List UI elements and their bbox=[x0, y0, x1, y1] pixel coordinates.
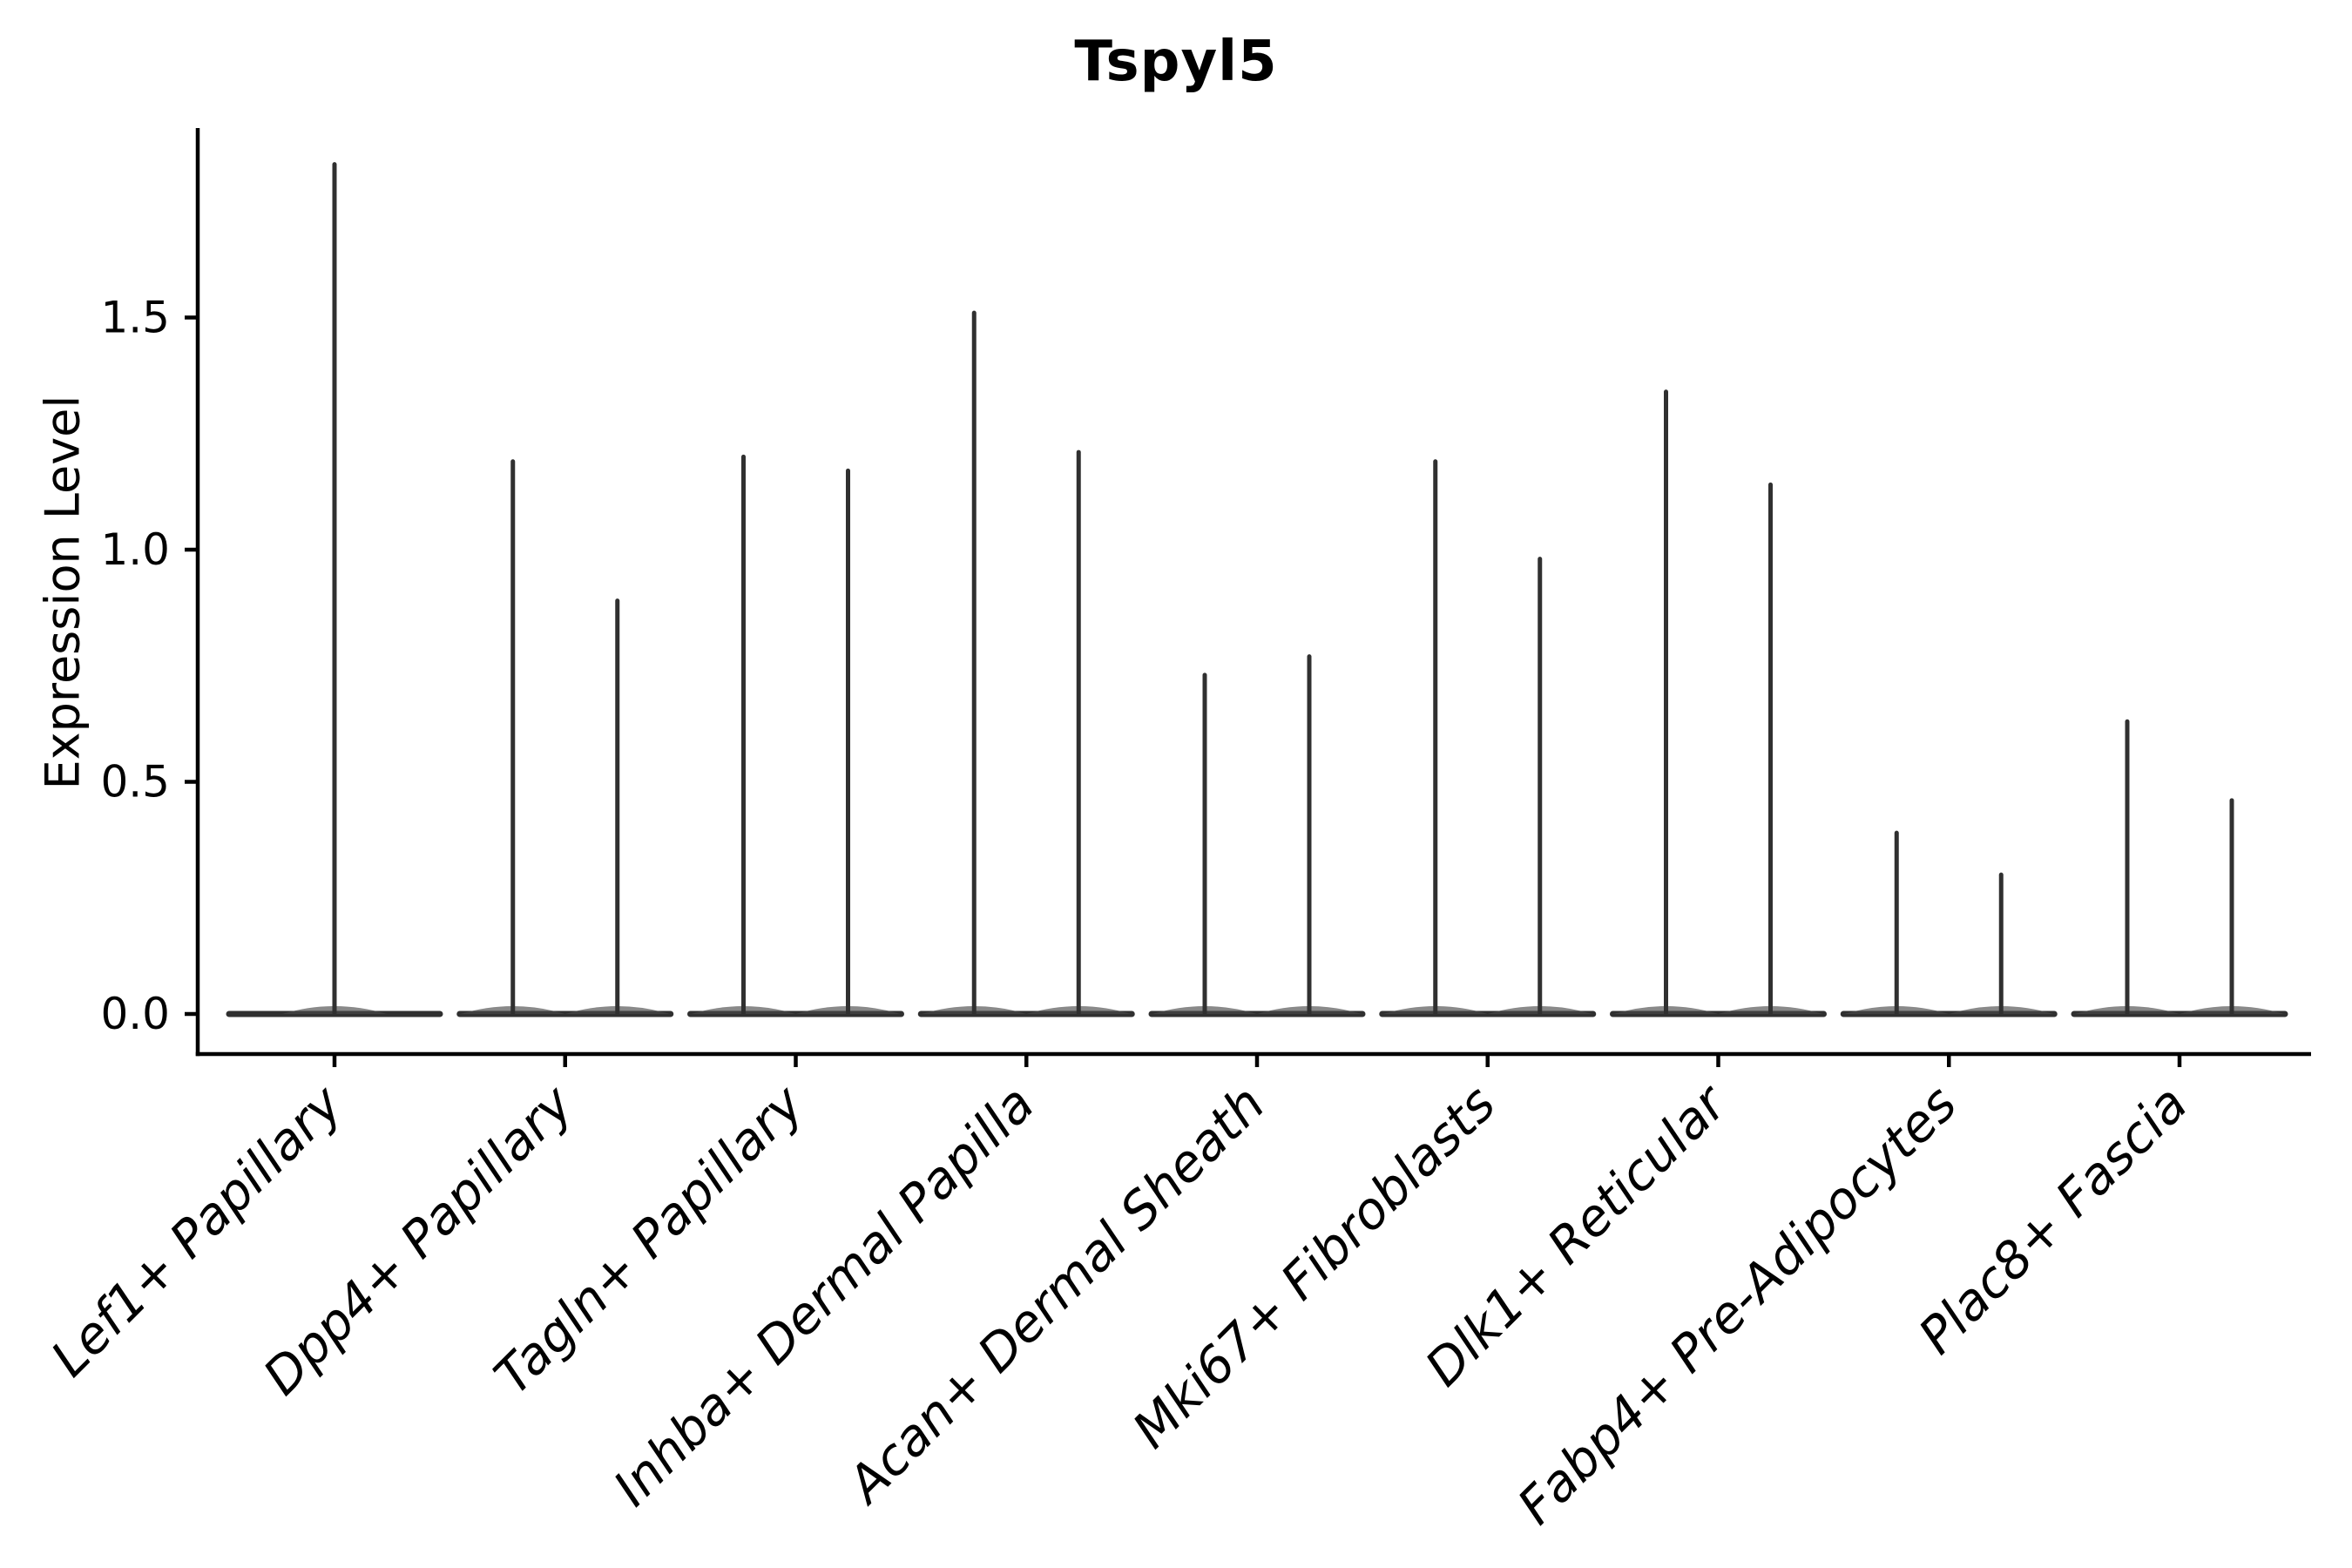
y-tick-label: 0.5 bbox=[100, 757, 170, 808]
y-tick-label: 0.0 bbox=[100, 989, 170, 1039]
y-tick-label: 1.5 bbox=[100, 293, 170, 343]
x-tick-label: Fabp4+ Pre-Adipocytes bbox=[1506, 1074, 1968, 1536]
y-tick-label: 1.0 bbox=[100, 524, 170, 575]
chart-title: Tspyl5 bbox=[1074, 30, 1278, 94]
x-tick-label: Acan+ Dermal Sheath bbox=[834, 1074, 1276, 1517]
x-tick-label: Inhba+ Dermal Papilla bbox=[602, 1074, 1045, 1517]
